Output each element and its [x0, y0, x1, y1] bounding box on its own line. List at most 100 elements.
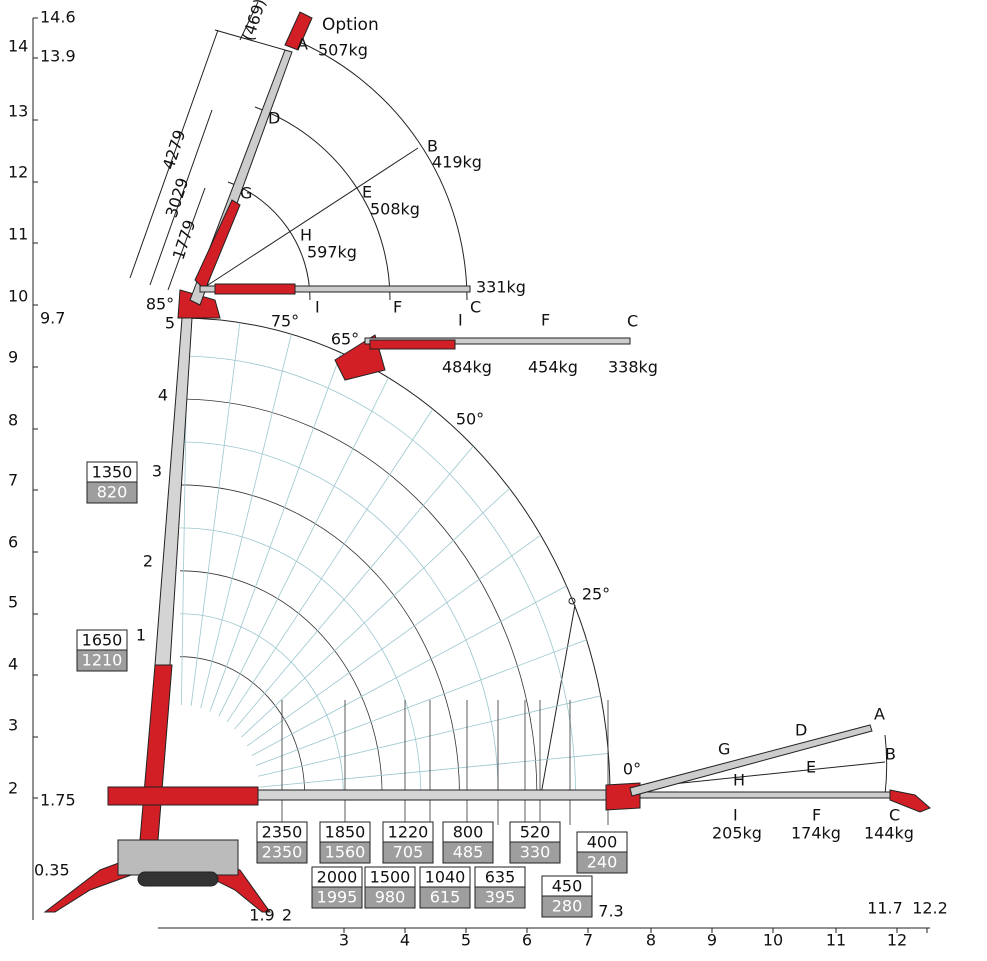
y-tick-label: 8 — [8, 411, 18, 430]
load-value: 1210 — [82, 651, 123, 670]
angle-label: 85° — [146, 295, 174, 314]
load-box-bottom — [541, 895, 593, 918]
upper-arc — [227, 181, 311, 301]
point-label: D — [268, 109, 280, 128]
point-label: C — [889, 806, 900, 825]
section-label: 1 — [136, 626, 146, 645]
load-label: 454kg — [528, 358, 578, 377]
grid-radial — [190, 322, 241, 706]
x-tick-label: 9 — [707, 931, 717, 950]
point-label: F — [541, 311, 550, 330]
boom-section — [154, 317, 193, 666]
x-tick-label: 2 — [282, 906, 292, 925]
x-tick-label: 1.9 — [249, 906, 274, 925]
y-tick-label: 2 — [8, 779, 18, 798]
y-tick-label: 1.75 — [40, 791, 76, 810]
x-tick-label: 5 — [461, 931, 471, 950]
point-label: G — [718, 740, 730, 759]
labels: 14.61413.9131211109.7987654321.750.351.9… — [8, 0, 948, 950]
load-value: 1220 — [388, 823, 429, 842]
y-tick-label: 0.35 — [34, 861, 70, 880]
y-tick-label: 4 — [8, 655, 18, 674]
point-label: B — [427, 137, 438, 156]
point-label: G — [240, 184, 252, 203]
load-label: 419kg — [432, 153, 482, 172]
y-tick-label: 11 — [8, 225, 28, 244]
load-label: 508kg — [370, 200, 420, 219]
grid-radial — [226, 408, 434, 723]
grid-radial — [259, 753, 609, 788]
y-tick-label: 3 — [8, 716, 18, 735]
y-tick-label: 13.9 — [40, 47, 76, 66]
point-label: D — [795, 721, 807, 740]
grid-radial — [258, 695, 601, 777]
load-value: 980 — [375, 888, 406, 907]
x-tick-label: 7.3 — [598, 902, 623, 921]
load-box-bottom — [311, 886, 363, 909]
x-tick-label: 12.2 — [912, 899, 948, 918]
load-label: 507kg — [318, 41, 368, 60]
grid-radial — [200, 334, 292, 709]
load-label: 338kg — [608, 358, 658, 377]
dimension-label: 3029 — [162, 175, 193, 220]
grid-radial — [234, 445, 474, 730]
point-label: C — [627, 312, 638, 331]
load-value: 1560 — [325, 843, 366, 862]
load-box-bottom — [86, 481, 138, 504]
dimension-label: (469) — [238, 0, 269, 43]
load-label: 174kg — [791, 824, 841, 843]
radial-line — [539, 604, 576, 801]
jib-ram — [369, 339, 456, 350]
hook — [889, 789, 931, 813]
load-grid — [33, 17, 928, 933]
load-value: 395 — [485, 888, 516, 907]
grid-radial — [241, 488, 510, 738]
pivot — [568, 597, 576, 605]
load-value: 2000 — [317, 868, 358, 887]
load-label: 597kg — [307, 243, 357, 262]
section-label: 3 — [152, 462, 162, 481]
section-label: 5 — [165, 314, 175, 333]
grid-arc — [179, 398, 538, 796]
grid-arc — [179, 484, 460, 796]
jib — [199, 285, 471, 293]
load-value: 330 — [520, 843, 551, 862]
load-label: 331kg — [476, 278, 526, 297]
section-label: 4 — [158, 386, 168, 405]
point-label: E — [362, 183, 372, 202]
crane-body — [43, 11, 931, 913]
load-value: 1350 — [92, 463, 133, 482]
y-tick-label: 12 — [8, 163, 28, 182]
hook — [284, 11, 313, 51]
grid-arc — [179, 656, 306, 796]
y-tick-label: 14 — [8, 37, 28, 56]
x-tick-label: 11.7 — [867, 899, 903, 918]
dimension-line — [149, 109, 213, 286]
point-label: H — [300, 226, 312, 245]
point-label: A — [874, 705, 885, 724]
load-value: 820 — [97, 483, 128, 502]
load-value: 400 — [587, 833, 618, 852]
dimension-line — [167, 187, 206, 291]
envelope-arc — [179, 317, 611, 796]
jib-ram — [214, 283, 296, 295]
load-label: 144kg — [864, 824, 914, 843]
y-tick-label: 6 — [8, 533, 18, 552]
load-value: 1040 — [425, 868, 466, 887]
point-label: F — [812, 806, 821, 825]
point-label: C — [470, 298, 481, 317]
load-box-bottom — [319, 841, 371, 864]
upper-arc — [289, 37, 468, 301]
angle-label: 50° — [456, 410, 484, 429]
load-box-bottom — [76, 649, 128, 672]
dimension-line — [214, 29, 286, 51]
grid-arc — [179, 570, 383, 796]
load-value: 280 — [552, 897, 583, 916]
point-label: I — [315, 298, 320, 317]
grid-radial — [246, 534, 541, 747]
load-value: 520 — [520, 823, 551, 842]
dimension-label: 4279 — [159, 127, 190, 172]
radial-line — [184, 147, 419, 301]
crane-drawing — [32, 1, 930, 929]
jib-ram — [194, 199, 241, 291]
